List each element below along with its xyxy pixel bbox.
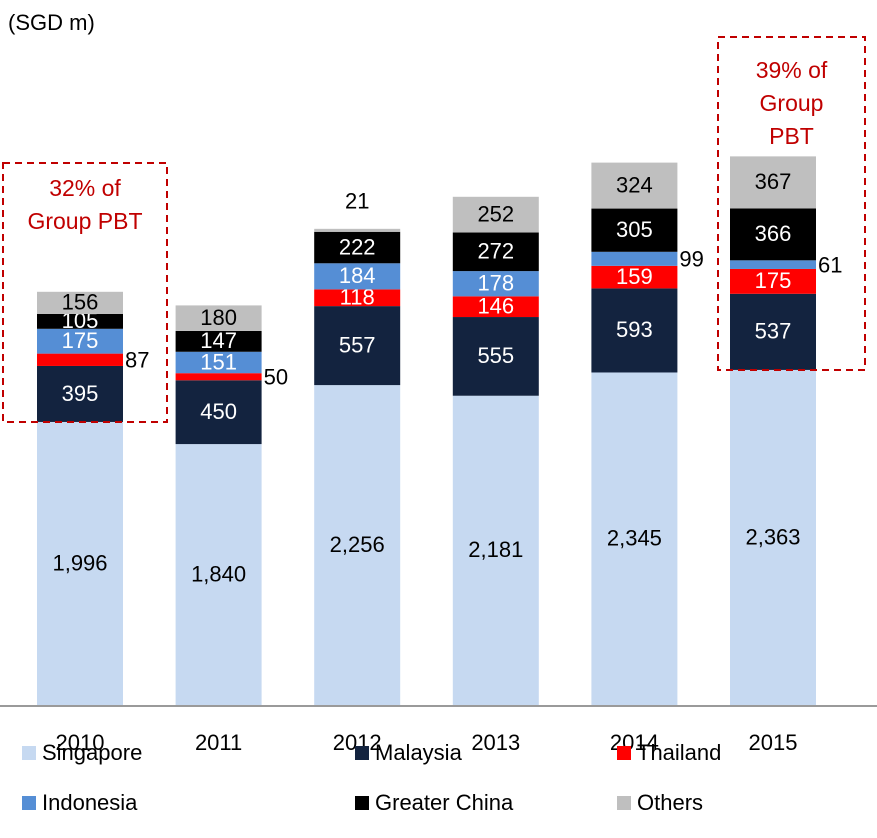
value-label: 99 <box>679 247 703 272</box>
bar-segment <box>591 162 678 209</box>
value-label: 555 <box>477 343 514 368</box>
legend-swatch <box>617 796 631 810</box>
x-tick-label: 2013 <box>471 730 520 755</box>
bar-segment <box>314 231 401 264</box>
legend-swatch <box>355 796 369 810</box>
bar-segment <box>175 330 262 352</box>
bar-segment <box>730 156 816 209</box>
bar-segment <box>452 271 539 297</box>
bar-segment <box>730 268 816 294</box>
legend-label: Greater China <box>375 790 514 815</box>
value-label: 2,345 <box>607 526 662 551</box>
value-label: 156 <box>62 290 99 315</box>
value-label: 1,840 <box>191 561 246 586</box>
annotation-text: PBT <box>769 123 814 149</box>
value-label: 2,363 <box>745 524 800 549</box>
annotation-text: 32% of <box>49 175 121 201</box>
bar-segment <box>175 444 262 705</box>
bar-segment <box>452 196 539 233</box>
value-label: 450 <box>200 399 237 424</box>
bar-segment <box>37 291 123 314</box>
annotation-text: Group PBT <box>27 208 142 234</box>
legend-label: Thailand <box>637 740 721 765</box>
value-label: 178 <box>477 271 514 296</box>
value-label: 21 <box>345 189 369 214</box>
value-label: 151 <box>200 349 237 374</box>
value-label: 50 <box>264 365 288 390</box>
bar-segment <box>314 306 401 386</box>
value-label: 1,996 <box>52 550 107 575</box>
bar-segment <box>314 289 401 307</box>
bar-segment <box>314 385 401 705</box>
bar-segment <box>591 208 678 252</box>
value-label: 593 <box>616 317 653 342</box>
value-label: 367 <box>755 169 792 194</box>
bar-segment <box>730 369 816 705</box>
bar-segment <box>452 317 539 396</box>
bar-segment <box>37 353 123 366</box>
bar-segment <box>591 372 678 705</box>
x-tick-label: 2011 <box>195 730 242 755</box>
value-label: 2,181 <box>468 537 523 562</box>
annotation-box <box>717 36 866 371</box>
annotation-box <box>2 162 168 423</box>
value-label: 184 <box>339 263 376 288</box>
bar-segment <box>591 251 678 266</box>
value-label: 557 <box>339 332 376 357</box>
legend-swatch <box>22 746 36 760</box>
legend-swatch <box>355 746 369 760</box>
bar-segment <box>175 380 262 445</box>
value-label: 2,256 <box>330 532 385 557</box>
value-label: 395 <box>62 381 99 406</box>
bar-segment <box>591 265 678 289</box>
value-label: 366 <box>755 221 792 246</box>
value-label: 537 <box>755 319 792 344</box>
legend-label: Malaysia <box>375 740 463 765</box>
value-label: 324 <box>616 172 653 197</box>
value-label: 305 <box>616 217 653 242</box>
value-label: 147 <box>200 328 237 353</box>
annotation-text: 39% of <box>756 57 828 83</box>
bar-segment <box>37 328 123 354</box>
bar-segment <box>37 313 123 329</box>
bar-segment <box>452 395 539 705</box>
value-label: 272 <box>477 239 514 264</box>
value-label: 180 <box>200 305 237 330</box>
bar-segment <box>314 263 401 290</box>
bar-segment <box>730 293 816 370</box>
bar-segment <box>175 351 262 374</box>
bar-segment <box>175 305 262 331</box>
bar-segment <box>730 260 816 269</box>
value-label: 175 <box>755 268 792 293</box>
legend-label: Indonesia <box>42 790 138 815</box>
bar-segment <box>37 421 123 705</box>
x-tick-label: 2015 <box>749 730 798 755</box>
value-label: 87 <box>125 348 149 373</box>
x-tick-label: 2010 <box>56 730 105 755</box>
legend-swatch <box>617 746 631 760</box>
bar-segment <box>591 288 678 373</box>
legend-label: Others <box>637 790 703 815</box>
value-label: 222 <box>339 234 376 259</box>
bar-segment <box>175 373 262 381</box>
bar-segment <box>37 365 123 422</box>
y-axis-label: (SGD m) <box>8 10 95 35</box>
bar-segment <box>452 232 539 272</box>
value-label: 61 <box>818 252 842 277</box>
bar-segment <box>314 228 401 232</box>
bar-segment <box>452 296 539 318</box>
bar-segment <box>730 208 816 261</box>
value-label: 175 <box>62 328 99 353</box>
annotation-text: Group <box>760 90 824 116</box>
value-label: 146 <box>477 293 514 318</box>
legend-swatch <box>22 796 36 810</box>
legend-label: Singapore <box>42 740 142 765</box>
value-label: 159 <box>616 264 653 289</box>
value-label: 252 <box>477 201 514 226</box>
